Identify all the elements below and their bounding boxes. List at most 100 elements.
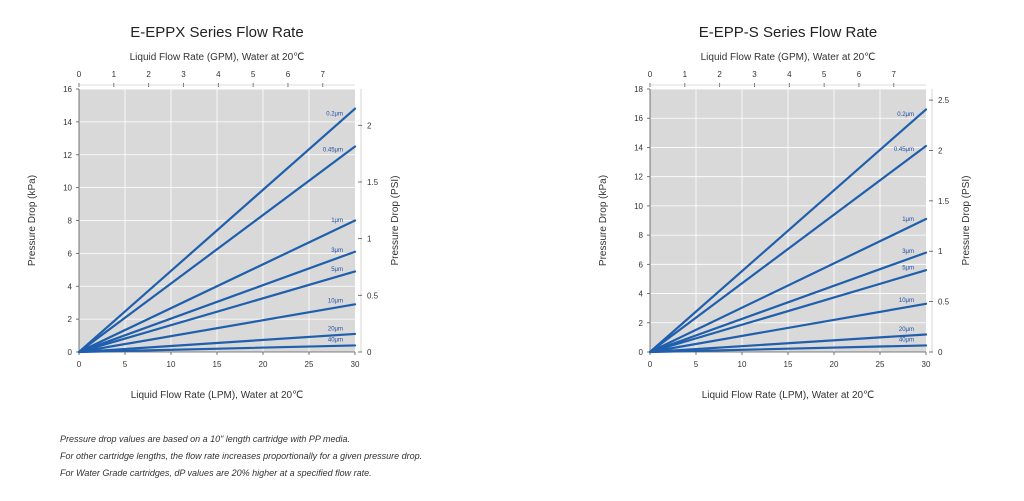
- series-label: 3μm: [902, 249, 914, 255]
- series-line: [77, 107, 357, 354]
- x-tick-label: 0: [648, 360, 653, 369]
- y-tick-label: 12: [634, 173, 643, 182]
- y-tick-label: 14: [63, 118, 72, 127]
- x-axis-label: Liquid Flow Rate (LPM), Water at 20℃: [702, 390, 875, 401]
- series-line: [77, 270, 357, 354]
- x-axis-label: Liquid Flow Rate (LPM), Water at 20℃: [131, 390, 304, 401]
- series-label: 20μm: [328, 327, 343, 333]
- x2-tick-label: 7: [321, 70, 326, 79]
- footnotes: Pressure drop values are based on a 10" …: [60, 431, 422, 482]
- x2-tick-label: 2: [717, 70, 722, 79]
- y-tick-label: 16: [634, 114, 643, 123]
- y2-tick-label: 1: [938, 247, 943, 256]
- series-line: [77, 303, 357, 354]
- y2-axis-label: Pressure Drop (PSI): [390, 175, 401, 265]
- chart-svg: E-EPPX Series Flow Rate Liquid Flow Rate …: [27, 24, 401, 401]
- y-axis-label: Pressure Drop (kPa): [27, 175, 38, 266]
- x-tick-label: 20: [259, 360, 268, 369]
- series-label: 0.45μm: [894, 147, 914, 153]
- y-tick-label: 8: [639, 231, 644, 240]
- x-tick-label: 10: [167, 360, 176, 369]
- y-tick-label: 10: [63, 184, 72, 193]
- y-axis-label: Pressure Drop (kPa): [598, 175, 609, 266]
- x-tick-label: 15: [213, 360, 222, 369]
- series-line: [648, 302, 928, 354]
- x-tick-label: 30: [922, 360, 931, 369]
- y2-axis-label: Pressure Drop (PSI): [961, 175, 972, 265]
- x-tick-label: 25: [876, 360, 885, 369]
- series-line: [77, 219, 357, 354]
- x2-tick-label: 7: [892, 70, 897, 79]
- footnote-1: Pressure drop values are based on a 10" …: [60, 434, 351, 444]
- y-tick-label: 16: [63, 85, 72, 94]
- series-line: [648, 251, 928, 354]
- series-label: 40μm: [899, 338, 914, 344]
- series-label: 40μm: [328, 338, 343, 344]
- y-tick-label: 0: [639, 348, 644, 357]
- series-label: 0.2μm: [897, 112, 914, 118]
- chart-title: E-EPP-S Series Flow Rate: [699, 24, 877, 41]
- x-tick-label: 30: [351, 360, 360, 369]
- y2-tick-label: 0: [938, 348, 943, 357]
- series-label: 0.45μm: [323, 147, 343, 153]
- y-tick-label: 10: [634, 202, 643, 211]
- series-line: [648, 217, 928, 354]
- x2-tick-label: 3: [752, 70, 757, 79]
- y2-tick-label: 2.5: [938, 96, 950, 105]
- y-tick-label: 6: [639, 260, 644, 269]
- y-tick-label: 6: [68, 249, 73, 258]
- series-label: 5μm: [331, 267, 343, 273]
- chart-svg: E-EPP-S Series Flow Rate Liquid Flow Rate…: [598, 24, 972, 401]
- x-tick-label: 0: [77, 360, 82, 369]
- y-tick-label: 18: [634, 85, 643, 94]
- series-line: [77, 145, 357, 354]
- y2-tick-label: 1: [367, 235, 372, 244]
- y-tick-label: 14: [634, 143, 643, 152]
- series-line: [77, 332, 357, 354]
- x2-axis-label: Liquid Flow Rate (GPM), Water at 20℃: [701, 52, 876, 63]
- x-tick-label: 25: [305, 360, 314, 369]
- footnote-3: For Water Grade cartridges, dP values ar…: [60, 468, 372, 478]
- series-line: [648, 344, 928, 354]
- series-line: [648, 108, 928, 354]
- x2-axis-label: Liquid Flow Rate (GPM), Water at 20℃: [130, 52, 305, 63]
- x2-tick-label: 2: [146, 70, 151, 79]
- x2-tick-label: 0: [77, 70, 82, 79]
- x2-tick-label: 4: [216, 70, 221, 79]
- y2-tick-label: 1.5: [367, 178, 379, 187]
- x2-tick-label: 5: [822, 70, 827, 79]
- series-line: [77, 250, 357, 354]
- x2-tick-label: 5: [251, 70, 256, 79]
- series-label: 10μm: [899, 298, 914, 304]
- y2-tick-label: 0.5: [938, 298, 950, 307]
- y2-tick-label: 2: [938, 146, 943, 155]
- x-tick-label: 5: [123, 360, 128, 369]
- chart-eppx: E-EPPX Series Flow Rate Liquid Flow Rate …: [27, 24, 401, 401]
- x-tick-label: 10: [738, 360, 747, 369]
- y2-tick-label: 0: [367, 348, 372, 357]
- y-tick-label: 2: [639, 319, 644, 328]
- series-label: 10μm: [328, 298, 343, 304]
- series-line: [648, 269, 928, 354]
- series-label: 1μm: [902, 217, 914, 223]
- y-tick-label: 0: [68, 348, 73, 357]
- series-line: [648, 333, 928, 354]
- x2-tick-label: 6: [286, 70, 291, 79]
- y-tick-label: 4: [639, 290, 644, 299]
- x2-tick-label: 6: [857, 70, 862, 79]
- series-label: 0.2μm: [326, 111, 343, 117]
- x-tick-label: 15: [784, 360, 793, 369]
- y-tick-label: 4: [68, 282, 73, 291]
- y2-tick-label: 0.5: [367, 291, 379, 300]
- x2-tick-label: 1: [683, 70, 688, 79]
- x2-tick-label: 3: [181, 70, 186, 79]
- chart-epp-s: E-EPP-S Series Flow Rate Liquid Flow Rate…: [598, 24, 972, 401]
- series-label: 1μm: [331, 218, 343, 224]
- x-tick-label: 20: [830, 360, 839, 369]
- y-tick-label: 8: [68, 217, 73, 226]
- x2-tick-label: 4: [787, 70, 792, 79]
- footnote-2: For other cartridge lengths, the flow ra…: [60, 451, 423, 461]
- series-line: [648, 144, 928, 354]
- x-tick-label: 5: [694, 360, 699, 369]
- y2-tick-label: 1.5: [938, 197, 950, 206]
